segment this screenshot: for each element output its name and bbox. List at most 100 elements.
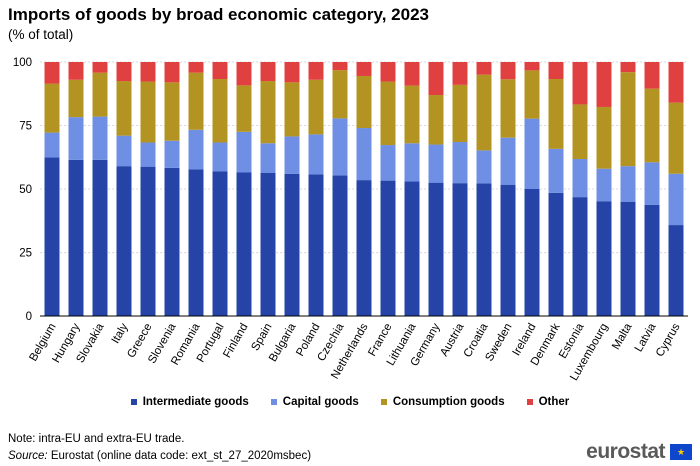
bar-segment	[260, 172, 276, 316]
bar-segment	[356, 128, 372, 181]
legend-item: Intermediate goods	[130, 396, 249, 408]
bar-segment	[668, 173, 684, 226]
bar-segment	[524, 189, 540, 316]
bar-segment	[404, 62, 420, 86]
bar-segment	[284, 136, 300, 174]
bar-segment	[524, 118, 540, 189]
bar-segment	[164, 140, 180, 168]
bar-segment	[428, 95, 444, 145]
bar-segment	[548, 192, 564, 316]
bar-segment	[500, 79, 516, 138]
bar-segment	[644, 204, 660, 316]
bar-segment	[116, 81, 132, 136]
bar-segment	[212, 142, 228, 172]
bar-segment	[428, 144, 444, 183]
bar-segment	[524, 70, 540, 119]
bar-segment	[44, 62, 60, 84]
bar-segment	[620, 72, 636, 167]
bar-segment	[260, 143, 276, 173]
bar-segment	[236, 85, 252, 132]
bar-segment	[644, 62, 660, 89]
bar-segment	[92, 72, 108, 117]
bar-segment	[404, 85, 420, 144]
bar-segment	[236, 172, 252, 316]
bar-segment	[140, 142, 156, 167]
legend: Intermediate goods Capital goods Consumpti…	[0, 396, 700, 408]
bar-segment	[332, 118, 348, 176]
bar-segment	[572, 62, 588, 105]
legend-swatch	[270, 399, 277, 405]
bar-segment	[596, 168, 612, 202]
bar-segment	[452, 62, 468, 85]
bar-segment	[572, 104, 588, 160]
bar-segment	[164, 62, 180, 83]
chart-subtitle: (% of total)	[8, 27, 74, 42]
bar-segment	[212, 171, 228, 316]
bar-segment	[68, 79, 84, 118]
bar-segment	[668, 62, 684, 103]
bar-segment	[68, 62, 84, 80]
bar-segment	[116, 62, 132, 82]
bar-segment	[188, 169, 204, 316]
legend-item: Other	[526, 396, 570, 408]
bar-segment	[548, 79, 564, 149]
bar-segment	[308, 62, 324, 80]
bar-segment	[500, 184, 516, 316]
bar-segment	[308, 79, 324, 135]
bar-segment	[140, 62, 156, 82]
x-tick-label: Italy	[110, 321, 131, 345]
y-tick-label: 100	[13, 57, 32, 69]
source-label: Source:	[8, 450, 48, 462]
source-text: Eurostat (online data code: ext_st_27_20…	[47, 450, 312, 462]
bar-segment	[668, 225, 684, 316]
legend-label: Other	[538, 396, 570, 408]
bar-segment	[308, 134, 324, 175]
bar-segment	[404, 143, 420, 182]
bar-segment	[332, 62, 348, 71]
bar-segment	[212, 79, 228, 143]
bar-segment	[284, 82, 300, 137]
footnote: Note: intra-EU and extra-EU trade.	[8, 433, 185, 445]
bar-segment	[380, 62, 396, 82]
bar-segment	[212, 62, 228, 80]
bar-segment	[308, 174, 324, 316]
bar-segment	[284, 62, 300, 83]
legend-swatch	[130, 399, 137, 405]
bar-segment	[644, 162, 660, 205]
legend-label: Consumption goods	[392, 396, 505, 408]
chart-title: Imports of goods by broad economic categ…	[8, 5, 429, 24]
bar-segment	[44, 83, 60, 133]
bar-segment	[356, 75, 372, 129]
bar-segment	[476, 150, 492, 184]
bar-segment	[332, 70, 348, 119]
bar-segment	[452, 183, 468, 316]
bar-segment	[380, 81, 396, 146]
bar-segment	[92, 62, 108, 73]
bar-segment	[428, 182, 444, 316]
legend-swatch	[380, 399, 387, 405]
bar-segment	[620, 201, 636, 316]
legend-label: Intermediate goods	[142, 396, 249, 408]
bar-segment	[188, 62, 204, 73]
bar-segment	[452, 84, 468, 143]
x-tick-label: Cyprus	[654, 321, 683, 359]
bar-segment	[140, 81, 156, 143]
bar-segment	[500, 62, 516, 80]
bar-segment	[548, 148, 564, 193]
bar-segment	[596, 201, 612, 316]
y-tick-label: 25	[19, 248, 32, 260]
bar-segment	[476, 183, 492, 316]
x-tick-label: Malta	[610, 321, 635, 352]
bar-segment	[500, 137, 516, 185]
bar-segment	[620, 62, 636, 73]
bar-segment	[92, 159, 108, 316]
bar-segment	[140, 166, 156, 316]
bar-segment	[452, 142, 468, 184]
bar-segment	[260, 81, 276, 144]
eurostat-logo: eurostat ★	[586, 440, 692, 464]
y-tick-label: 50	[19, 184, 32, 196]
bar-segment	[668, 102, 684, 174]
bar-segment	[620, 166, 636, 202]
bar-segment	[44, 132, 60, 158]
